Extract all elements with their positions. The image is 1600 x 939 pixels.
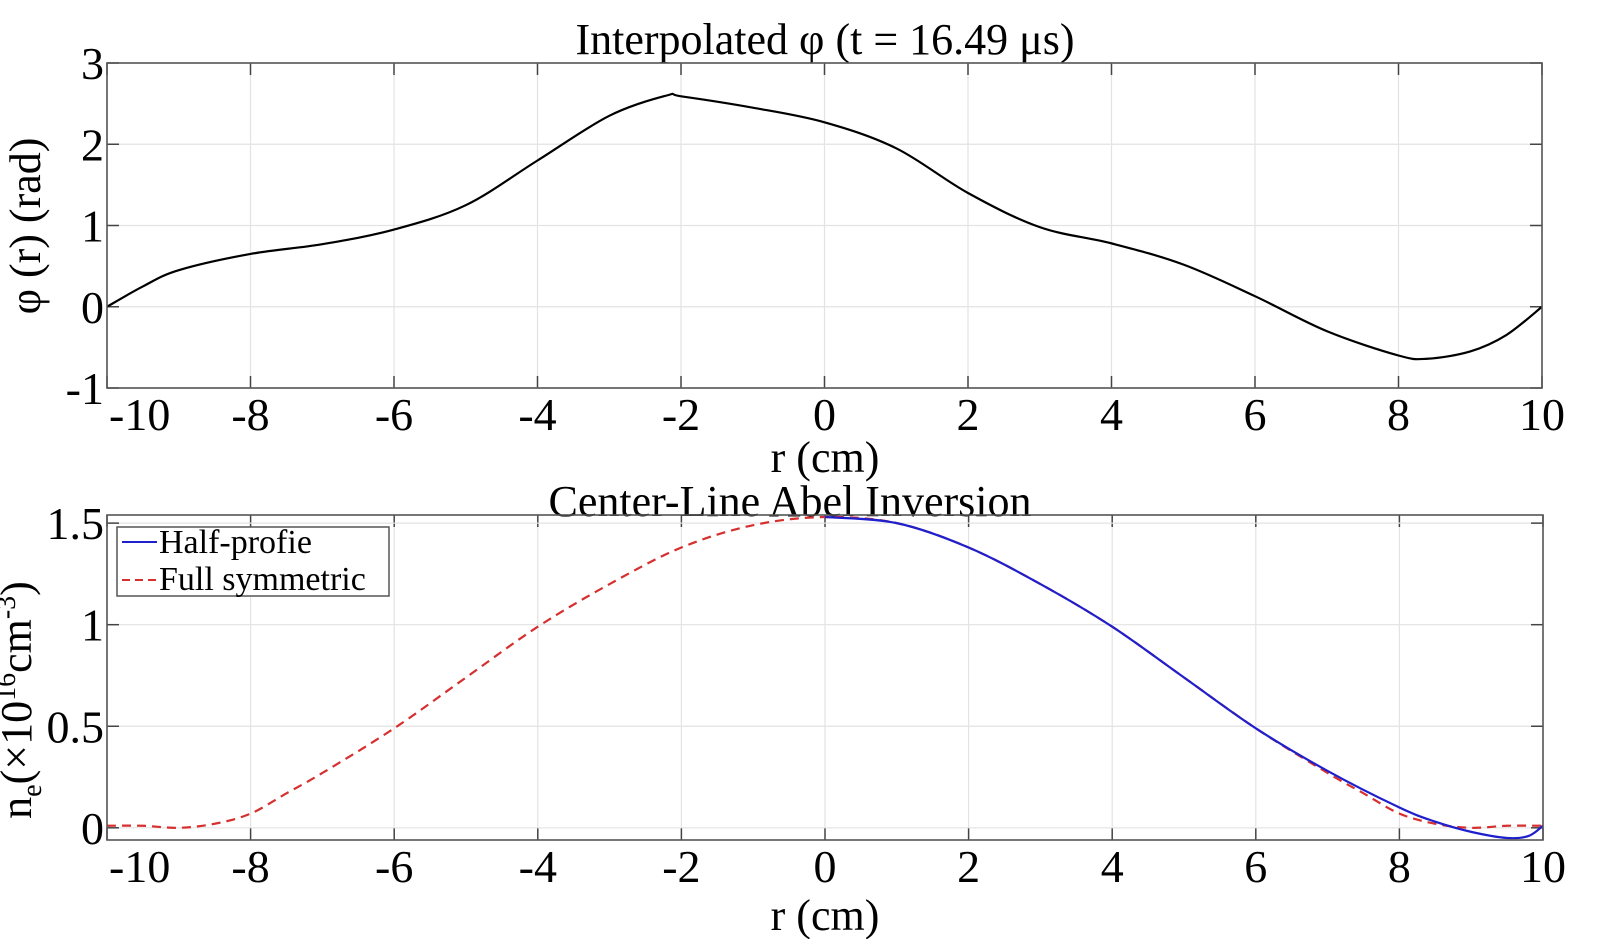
- x-tick-label: -10: [109, 841, 170, 892]
- y-tick-label: 2: [81, 119, 104, 170]
- x-tick-label: -2: [662, 841, 700, 892]
- x-tick-label: 10: [1520, 841, 1566, 892]
- legend-box: [116, 526, 390, 597]
- axes-0: [106, 62, 1543, 389]
- x-tick-label: -10: [109, 389, 170, 440]
- y-tick-label: 3: [81, 38, 104, 89]
- y-tick-label: 1: [81, 201, 104, 252]
- x-tick-label: 8: [1388, 841, 1411, 892]
- x-tick-label: -6: [375, 841, 413, 892]
- x-tick-label: 10: [1519, 389, 1565, 440]
- x-tick-label: 8: [1387, 389, 1410, 440]
- legend: Half-profie Full symmetric: [116, 524, 390, 598]
- y-tick-label: 0: [81, 803, 104, 854]
- density-plot: Center-Line Abel Inversion r (cm) ne(×10…: [0, 477, 1566, 939]
- phase-plot-title: Interpolated φ (t = 16.49 μs): [575, 15, 1074, 64]
- phase-plot-xlabel: r (cm): [771, 433, 880, 482]
- phase-plot-ylabel: φ (r) (rad): [1, 138, 50, 315]
- density-plot-ylabel: ne(×1016cm-3): [0, 581, 48, 819]
- legend-label-half-profile: Half-profie: [159, 524, 312, 561]
- series-line-0: [106, 92, 1543, 361]
- legend-label-full-symmetric: Full symmetric: [159, 561, 366, 598]
- x-tick-label: -2: [662, 389, 700, 440]
- x-tick-label: 6: [1244, 841, 1267, 892]
- x-tick-label: 2: [957, 389, 980, 440]
- y-tick-label: -1: [66, 363, 104, 414]
- density-plot-title: Center-Line Abel Inversion: [549, 477, 1032, 526]
- series-line-full-symmetric: [106, 515, 1544, 829]
- x-tick-label: 6: [1244, 389, 1267, 440]
- phase-plot: Interpolated φ (t = 16.49 μs) r (cm) φ (…: [1, 15, 1565, 482]
- x-tick-label: -4: [518, 389, 556, 440]
- x-tick-label: 0: [813, 389, 836, 440]
- x-tick-label: 4: [1101, 841, 1124, 892]
- y-tick-label: 1: [81, 600, 104, 651]
- y-tick-label: 1.5: [47, 498, 105, 549]
- x-tick-label: -8: [231, 389, 269, 440]
- x-tick-label: 0: [814, 841, 837, 892]
- x-tick-label: 2: [957, 841, 980, 892]
- density-plot-xlabel: r (cm): [771, 891, 880, 939]
- series-line-half-profie: [824, 515, 1544, 840]
- y-tick-label: 0: [81, 282, 104, 333]
- x-tick-label: -8: [231, 841, 269, 892]
- x-tick-label: 4: [1100, 389, 1123, 440]
- x-tick-label: -6: [375, 389, 413, 440]
- axes-frame: [106, 62, 1543, 389]
- x-tick-label: -4: [519, 841, 557, 892]
- y-tick-label: 0.5: [47, 701, 105, 752]
- axes-frame: [106, 514, 1544, 841]
